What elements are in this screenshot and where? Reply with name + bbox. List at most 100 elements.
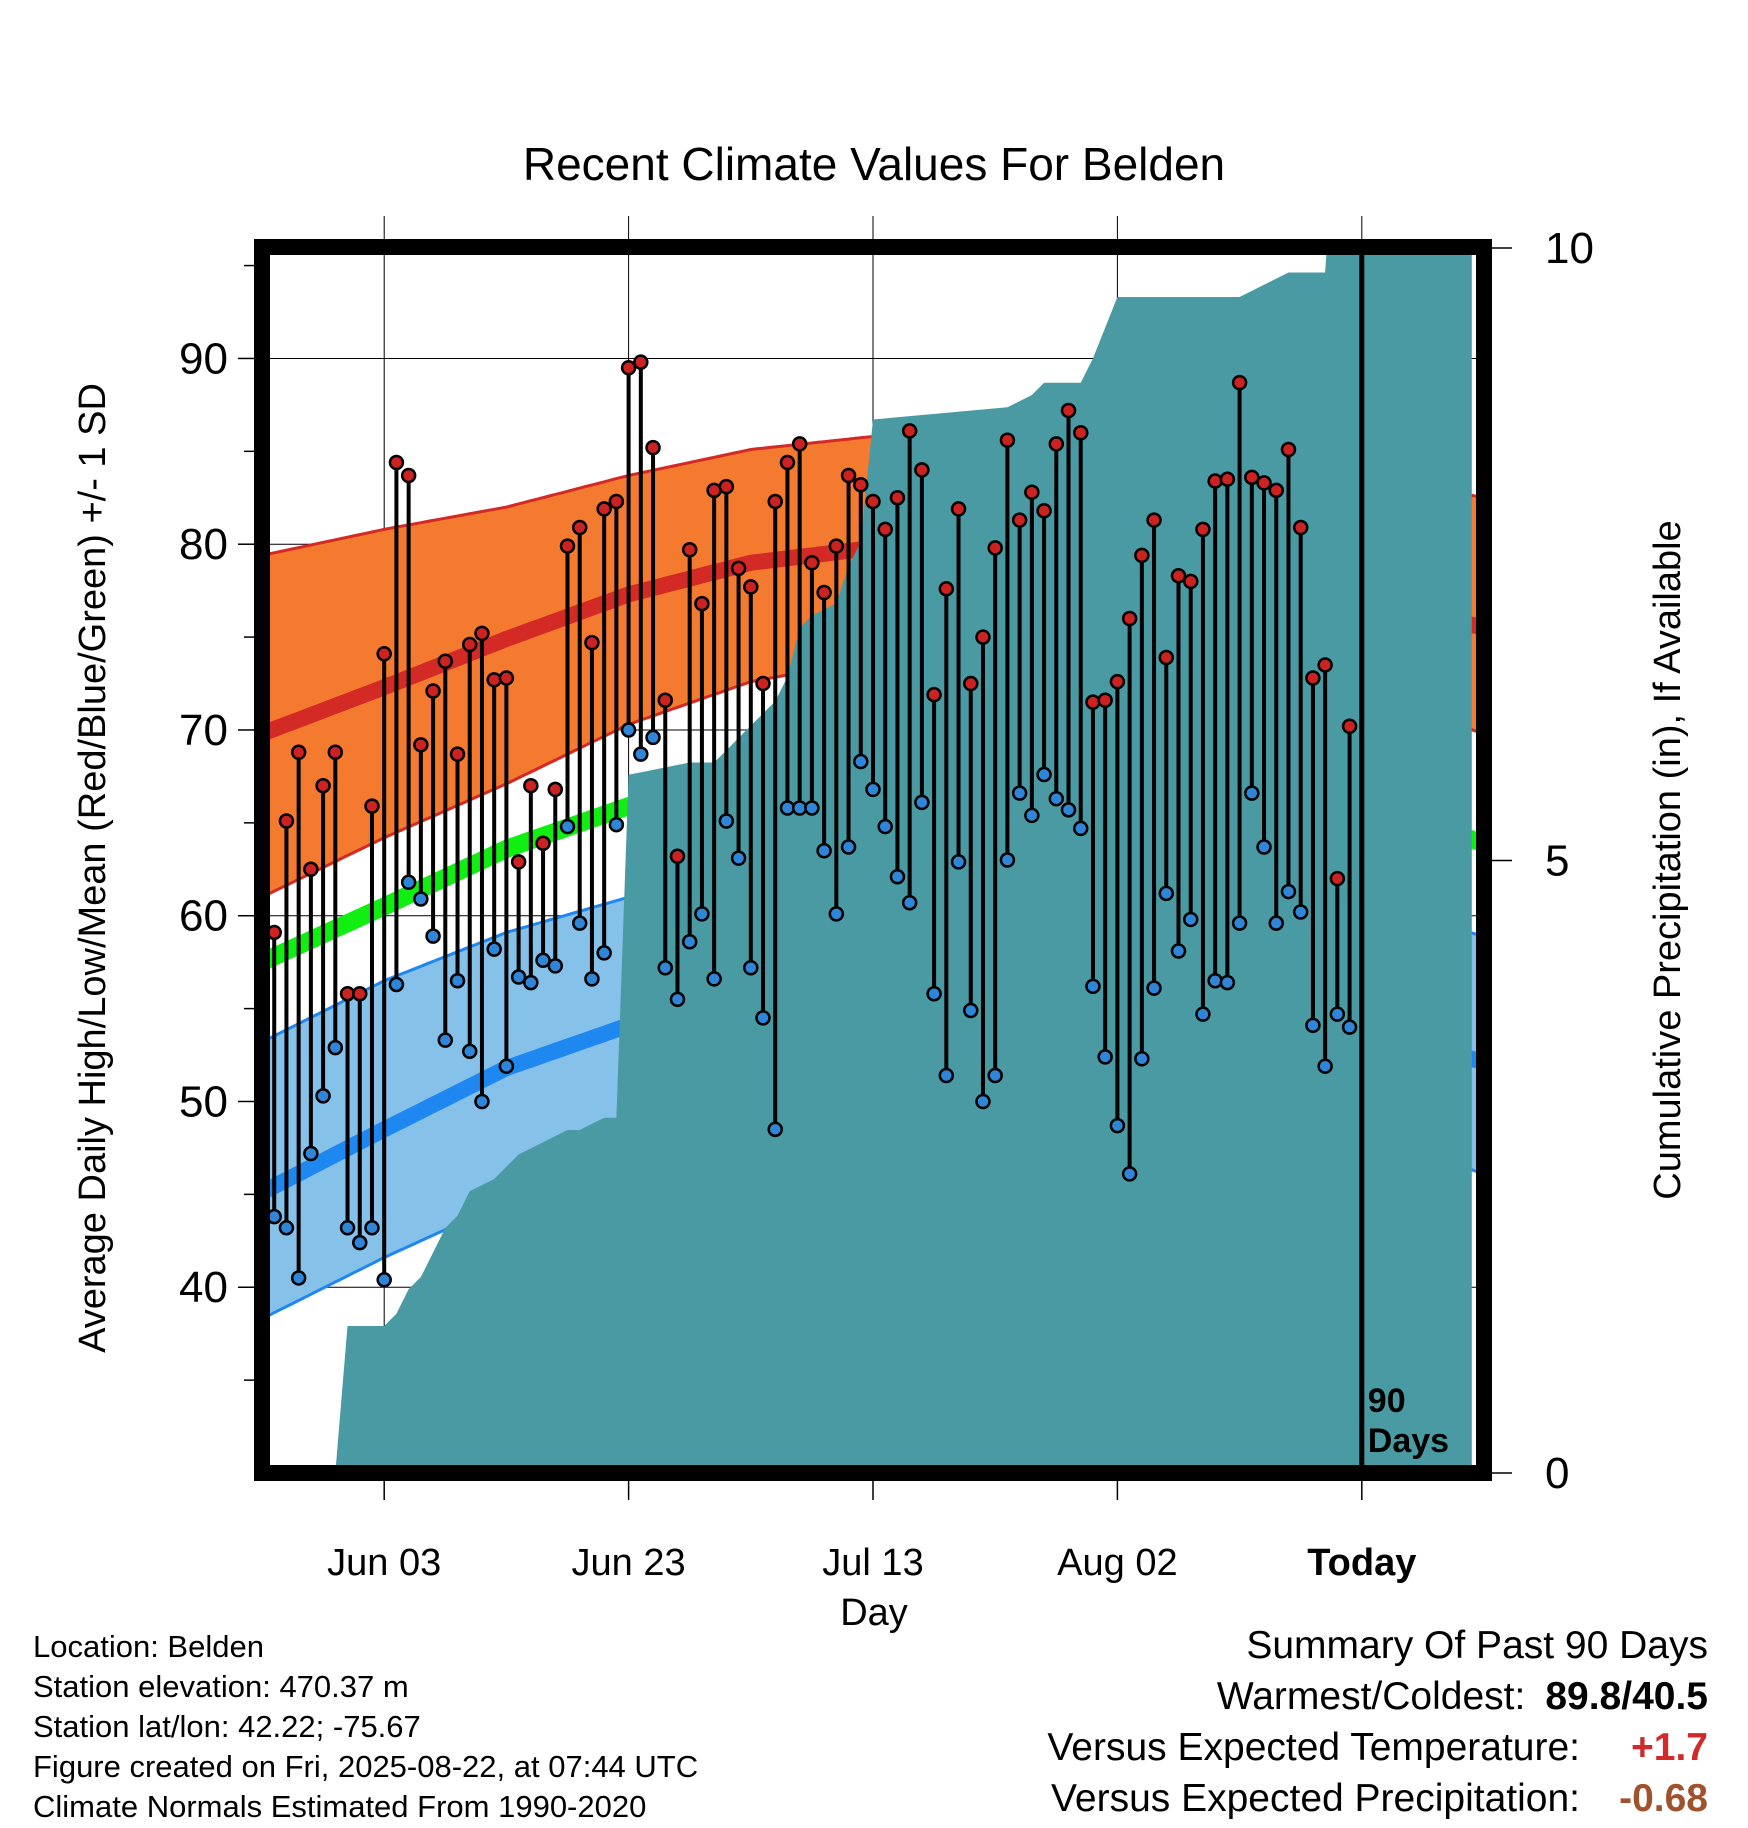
high-point — [1146, 512, 1162, 528]
low-point — [400, 874, 417, 891]
high-point — [1158, 649, 1175, 666]
high-point — [290, 744, 307, 761]
high-point — [620, 359, 637, 376]
low-point — [877, 818, 893, 835]
high-point — [865, 493, 881, 510]
high-point — [352, 985, 368, 1002]
high-point — [914, 462, 930, 478]
low-point — [1072, 820, 1089, 837]
high-point — [791, 436, 808, 452]
high-point — [461, 636, 478, 653]
y2-tick-label: 5 — [1545, 837, 1569, 886]
low-point — [315, 1088, 331, 1104]
elevation-text: Station elevation: 470.37 m — [33, 1669, 409, 1704]
low-point — [1207, 972, 1223, 989]
precip-vs-expected-value: -0.68 — [1619, 1777, 1708, 1820]
low-point — [620, 722, 637, 738]
precipitation-area — [262, 247, 1472, 1473]
y-tick-label: 70 — [179, 706, 228, 755]
low-point — [352, 1234, 368, 1251]
high-point — [1231, 374, 1248, 391]
created-text: Figure created on Fri, 2025-08-22, at 07… — [33, 1749, 699, 1784]
high-point — [1256, 475, 1272, 491]
high-point — [1280, 441, 1297, 458]
low-point — [1048, 790, 1065, 807]
low-point — [1024, 807, 1040, 824]
low-point — [901, 894, 918, 911]
high-point — [376, 646, 392, 662]
low-point — [608, 816, 625, 833]
warmest-coldest-label: Warmest/Coldest: — [1216, 1675, 1526, 1718]
high-point — [840, 467, 857, 484]
low-point — [474, 1093, 490, 1110]
high-point — [926, 686, 942, 703]
low-point — [767, 1121, 783, 1138]
high-point — [779, 454, 796, 471]
low-point — [1231, 915, 1248, 931]
high-point — [853, 477, 869, 493]
high-point — [437, 653, 454, 669]
low-point — [743, 959, 759, 976]
coldest-value: 40.5 — [1632, 1675, 1708, 1718]
high-point — [1121, 610, 1138, 627]
high-point — [498, 670, 515, 686]
high-point — [999, 432, 1016, 448]
x-tick-label: Today — [1307, 1542, 1416, 1584]
station-info: Location: Belden Station elevation: 470.… — [33, 1627, 698, 1827]
high-point — [315, 777, 331, 794]
low-point — [1060, 802, 1077, 818]
warmest-value: 89.8 — [1545, 1675, 1622, 1718]
summary-title: Summary Of Past 90 Days — [1246, 1624, 1708, 1667]
x-tick-label: Jun 23 — [572, 1542, 686, 1584]
low-point — [816, 842, 832, 859]
low-point — [1182, 911, 1199, 928]
high-point — [596, 501, 612, 517]
low-point — [461, 1043, 478, 1060]
high-point — [1072, 425, 1089, 441]
high-point — [364, 798, 380, 814]
low-point — [498, 1058, 515, 1074]
low-point — [1158, 885, 1175, 902]
high-point — [1317, 657, 1333, 673]
high-point — [547, 781, 564, 798]
high-point — [559, 538, 576, 554]
daily-points — [254, 354, 1358, 1288]
low-point — [535, 952, 551, 969]
high-point — [535, 835, 551, 852]
low-point — [633, 746, 649, 762]
high-point — [975, 629, 991, 645]
low-point — [889, 868, 906, 885]
high-point — [730, 560, 747, 577]
low-point — [364, 1220, 380, 1236]
high-point — [681, 542, 698, 558]
y-tick-label: 50 — [179, 1077, 228, 1126]
low-point — [1109, 1117, 1126, 1134]
high-point — [1109, 673, 1126, 690]
high-point — [278, 813, 295, 829]
high-point — [877, 521, 893, 538]
today-days-label: Days — [1368, 1422, 1449, 1460]
high-point — [1341, 718, 1358, 735]
high-point — [816, 584, 832, 601]
daily-range-bars — [260, 362, 1352, 1280]
high-point — [584, 634, 600, 651]
low-point — [1268, 915, 1285, 931]
precip-cumulative-area — [262, 247, 1472, 1473]
latlon-text: Station lat/lon: 42.22; -75.67 — [33, 1709, 421, 1744]
low-point — [1305, 1017, 1321, 1034]
low-point — [1195, 1006, 1211, 1022]
plot-frame — [254, 239, 1492, 1481]
low-point — [1292, 904, 1309, 920]
low-point — [1341, 1019, 1358, 1035]
low-point — [1329, 1006, 1346, 1022]
low-point — [1146, 980, 1162, 996]
low-point — [327, 1039, 344, 1056]
high-point — [1097, 692, 1113, 708]
high-point — [963, 675, 979, 692]
high-point — [1219, 471, 1236, 487]
high-point — [645, 439, 661, 456]
low-point — [437, 1032, 454, 1048]
low-point — [657, 959, 674, 976]
low-point — [388, 976, 405, 993]
